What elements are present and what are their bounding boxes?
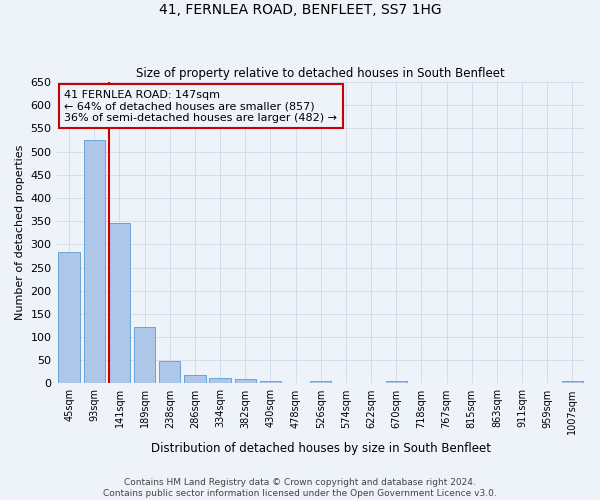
Text: Contains HM Land Registry data © Crown copyright and database right 2024.
Contai: Contains HM Land Registry data © Crown c… [103, 478, 497, 498]
Y-axis label: Number of detached properties: Number of detached properties [15, 145, 25, 320]
Title: Size of property relative to detached houses in South Benfleet: Size of property relative to detached ho… [136, 66, 505, 80]
Bar [159, 361, 181, 384]
Text: 41, FERNLEA ROAD, BENFLEET, SS7 1HG: 41, FERNLEA ROAD, BENFLEET, SS7 1HG [158, 2, 442, 16]
Bar [386, 381, 407, 384]
Text: 41 FERNLEA ROAD: 147sqm
← 64% of detached houses are smaller (857)
36% of semi-d: 41 FERNLEA ROAD: 147sqm ← 64% of detache… [64, 90, 337, 123]
X-axis label: Distribution of detached houses by size in South Benfleet: Distribution of detached houses by size … [151, 442, 491, 455]
Bar [260, 380, 281, 384]
Bar [235, 380, 256, 384]
Bar [184, 374, 206, 384]
Bar [134, 327, 155, 384]
Bar [209, 378, 231, 384]
Bar [83, 140, 105, 384]
Bar [109, 222, 130, 384]
Bar [310, 381, 331, 384]
Bar [562, 381, 583, 384]
Bar [58, 252, 80, 384]
